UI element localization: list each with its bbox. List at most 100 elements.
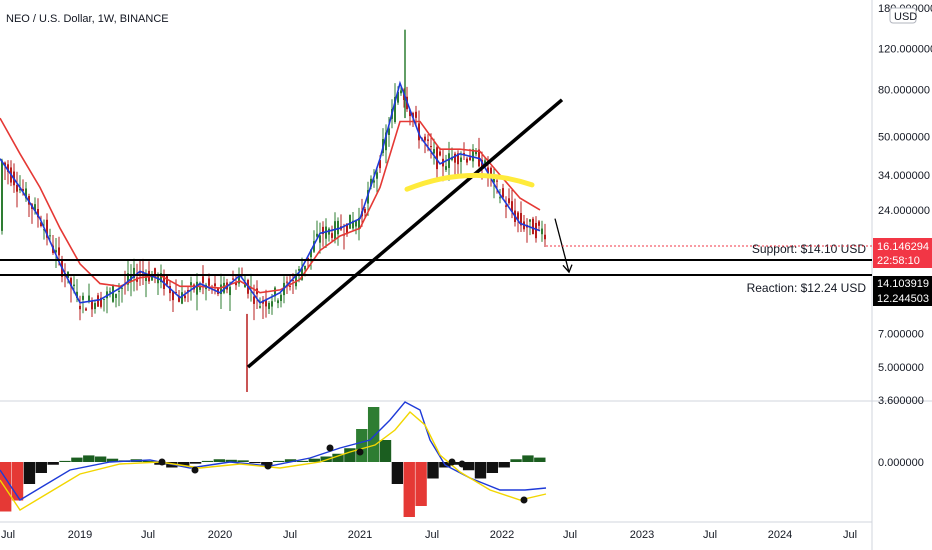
- candle-body: [58, 247, 60, 256]
- osc-bar: [498, 462, 510, 468]
- candle-body: [397, 91, 399, 103]
- candle-body: [325, 226, 327, 239]
- candle-body: [472, 149, 474, 162]
- candle-body: [424, 136, 426, 141]
- osc-bar: [142, 460, 154, 462]
- candle-body: [484, 160, 486, 164]
- candle-body: [7, 164, 9, 172]
- osc-bar: [344, 448, 356, 462]
- osc-cross-marker: [356, 448, 364, 456]
- osc-bar: [237, 460, 249, 462]
- candle-body: [175, 292, 177, 294]
- x-tick-label: 2021: [348, 529, 372, 541]
- candle-body: [127, 273, 129, 285]
- candle-body: [271, 301, 273, 307]
- candle-body: [505, 205, 507, 207]
- osc-bar: [83, 455, 95, 462]
- candle-body: [223, 282, 225, 293]
- candle-body: [196, 281, 198, 295]
- candle-body: [202, 276, 204, 283]
- osc-line-fast: [0, 401, 547, 501]
- candle-body: [289, 285, 291, 287]
- level-price-tag: [873, 291, 932, 306]
- candle-body: [166, 276, 168, 285]
- x-tick-label: 2020: [208, 529, 232, 541]
- candle-body: [454, 153, 456, 163]
- currency-badge-text: USD: [894, 11, 917, 23]
- x-tick-label: Jul: [703, 529, 717, 541]
- candle-body: [145, 276, 147, 281]
- candle-body: [529, 219, 531, 222]
- candle-body: [277, 300, 279, 304]
- candle-body: [496, 180, 498, 182]
- osc-bar: [213, 459, 226, 462]
- candle-body: [481, 159, 483, 170]
- candle-body: [337, 220, 339, 235]
- candle-body: [430, 146, 432, 148]
- candle-body: [19, 188, 21, 191]
- candle-body: [172, 291, 174, 301]
- trend-line: [246, 98, 564, 369]
- osc-cross-marker: [520, 496, 528, 504]
- candle-body: [460, 157, 462, 162]
- candle-body: [490, 167, 492, 175]
- x-tick-label: 2022: [490, 529, 514, 541]
- candle-body: [73, 284, 75, 287]
- candle-body: [4, 162, 6, 166]
- candle-body: [319, 235, 321, 243]
- candle-body: [535, 222, 537, 239]
- osc-cross-marker: [448, 458, 456, 466]
- osc-bar: [106, 458, 119, 462]
- y-tick-label: 5.000000: [878, 362, 924, 374]
- level-label: Reaction: $12.24 USD: [747, 281, 867, 295]
- osc-cross-marker: [458, 460, 466, 468]
- chart-title: NEO / U.S. Dollar, 1W, BINANCE: [6, 13, 169, 25]
- candle-body: [40, 222, 42, 226]
- osc-bar: [451, 462, 463, 465]
- candle-body: [286, 281, 288, 283]
- candle-body: [544, 234, 546, 240]
- x-tick-label: Jul: [843, 529, 857, 541]
- candle-body: [511, 201, 513, 212]
- x-tick-label: Jul: [141, 529, 155, 541]
- candle-body: [517, 212, 519, 220]
- candle-body: [298, 268, 300, 271]
- candle-body: [313, 241, 315, 252]
- candle-body: [463, 153, 465, 155]
- candle-body: [151, 275, 153, 281]
- last-price-countdown: 22:58:10: [877, 255, 920, 267]
- osc-line-slow: [0, 411, 547, 511]
- candle-body: [385, 132, 387, 151]
- candle-body: [259, 306, 261, 308]
- candle-body: [55, 250, 57, 253]
- candle-body: [520, 213, 522, 226]
- x-tick-label: Jul: [283, 529, 297, 541]
- candle-body: [499, 197, 501, 199]
- candle-body: [415, 111, 417, 118]
- candle-body: [112, 285, 114, 302]
- candle-body: [208, 278, 210, 286]
- candle-body: [280, 294, 282, 301]
- candle-body: [109, 291, 111, 293]
- candle-body: [220, 284, 222, 295]
- y-tick-label: 50.000000: [878, 131, 930, 143]
- highlight-arc: [404, 172, 535, 192]
- candle-body: [331, 233, 333, 238]
- osc-bar: [94, 456, 107, 462]
- candle-body: [265, 299, 267, 307]
- candle-body: [190, 282, 192, 286]
- candle-body: [118, 290, 120, 292]
- y-tick-label: 7.000000: [878, 328, 924, 340]
- candle-body: [46, 219, 48, 238]
- candle-body: [70, 277, 72, 287]
- candle-body: [403, 92, 405, 101]
- candle-body: [364, 209, 366, 213]
- osc-cross-marker: [191, 466, 199, 474]
- osc-bar: [474, 462, 487, 479]
- level-label: Support: $14.10 USD: [752, 242, 866, 256]
- candle-body: [427, 139, 429, 141]
- candle-body: [349, 214, 351, 229]
- candle-body: [376, 172, 378, 179]
- osc-bar: [71, 457, 83, 462]
- candle-body: [334, 221, 336, 240]
